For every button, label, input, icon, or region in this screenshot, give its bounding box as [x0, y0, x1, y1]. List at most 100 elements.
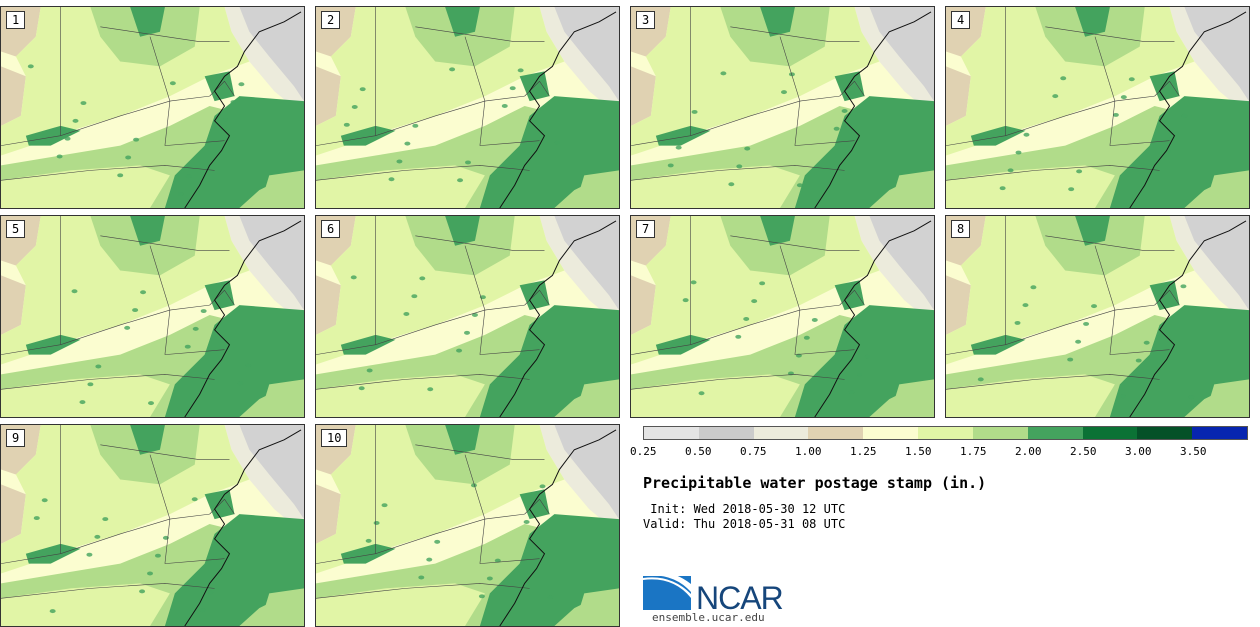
pw-contour-region — [539, 425, 619, 534]
member-number: 5 — [6, 220, 26, 238]
pw-contour-region — [224, 7, 304, 116]
pw-cell — [1083, 321, 1090, 326]
state-border — [479, 140, 540, 146]
member-number: 10 — [321, 429, 348, 447]
member-number: 3 — [636, 11, 656, 29]
pw-cell — [140, 290, 147, 295]
pw-contour-region — [316, 165, 485, 208]
pw-contour-region — [655, 125, 711, 146]
legend-swatch — [698, 427, 754, 439]
coastline — [499, 220, 617, 417]
legend-labels: 0.25 0.50 0.75 1.00 1.25 1.50 1.75 2.00 2.50 3.00… — [630, 445, 1250, 459]
state-border — [1, 513, 210, 564]
pw-cell — [1128, 77, 1135, 82]
pw-cell — [245, 363, 252, 368]
state-border — [316, 583, 530, 599]
pw-cell — [222, 117, 229, 122]
state-border — [149, 245, 171, 355]
pw-cell — [1173, 131, 1180, 136]
pw-cell — [238, 82, 245, 87]
pw-cell — [125, 155, 132, 160]
state-border — [100, 235, 230, 251]
state-border — [779, 245, 801, 355]
pw-cell — [698, 391, 705, 396]
state-border — [1, 95, 210, 146]
pw-cell — [833, 126, 840, 131]
legend-label: 1.00 — [795, 445, 822, 458]
legend-swatch — [863, 427, 919, 439]
state-border — [1109, 349, 1170, 355]
pw-contour-region — [631, 165, 800, 208]
state-border — [316, 165, 530, 181]
map-panel: 5 — [0, 215, 305, 418]
pw-contour-region — [1204, 379, 1249, 417]
pw-cell — [470, 483, 477, 488]
map-panel: 3 — [630, 6, 935, 209]
pw-contour-region — [854, 216, 934, 325]
pw-cell — [682, 298, 689, 303]
pw-cell — [803, 335, 810, 340]
pw-contour-region — [631, 275, 656, 335]
pw-contour-region — [259, 588, 304, 626]
legend-label: 1.25 — [850, 445, 877, 458]
map-panel: 4 — [945, 6, 1250, 209]
state-border — [631, 304, 840, 355]
pw-cell — [27, 64, 34, 69]
pw-contour-region — [946, 275, 971, 335]
pw-cell — [999, 186, 1006, 191]
pw-cell — [191, 497, 198, 502]
pw-cell — [781, 90, 787, 95]
state-border — [794, 349, 855, 355]
state-border — [1, 304, 210, 355]
pw-cell — [237, 381, 244, 386]
pw-contour-region — [405, 7, 515, 67]
pw-contour-region — [340, 543, 396, 564]
legend-swatch — [808, 427, 864, 439]
pw-cell — [1181, 113, 1188, 118]
pw-cell — [759, 281, 766, 286]
pw-cell — [848, 390, 855, 395]
pw-cell — [744, 146, 751, 151]
pw-cell — [523, 520, 530, 525]
pw-contour-region — [869, 7, 934, 102]
pw-contour-region — [889, 170, 934, 208]
precipitable-water-map — [946, 7, 1249, 208]
pw-contour-region — [445, 7, 480, 37]
legend-label: 0.50 — [685, 445, 712, 458]
pw-cell — [457, 178, 464, 183]
pw-cell — [1030, 285, 1037, 290]
pw-cell — [169, 81, 176, 86]
state-border — [1045, 26, 1175, 42]
precipitable-water-map — [316, 216, 619, 417]
pw-cell — [1091, 304, 1098, 309]
legend-label: 2.00 — [1015, 445, 1042, 458]
legend-label: 1.50 — [905, 445, 932, 458]
pw-contour-region — [25, 543, 81, 564]
pw-cell — [426, 557, 433, 562]
pw-contour-region — [655, 334, 711, 355]
pw-cell — [547, 595, 554, 600]
precipitable-water-map — [1, 425, 304, 626]
member-number: 4 — [951, 11, 971, 29]
state-border — [946, 304, 1155, 355]
pw-cell — [132, 308, 139, 313]
pw-cell — [667, 163, 674, 168]
member-number: 1 — [6, 11, 26, 29]
pw-contour-region — [946, 66, 971, 126]
state-border — [100, 26, 230, 42]
pw-contour-region — [224, 425, 304, 534]
pw-cell — [465, 160, 471, 165]
state-border — [631, 95, 840, 146]
pw-cell — [728, 182, 735, 187]
coastline — [184, 11, 302, 208]
state-border — [464, 454, 486, 564]
pw-contour-region — [1, 484, 26, 544]
pw-contour-region — [720, 216, 830, 276]
pw-contour-region — [239, 216, 304, 311]
pw-contour-region — [760, 216, 795, 246]
pw-cell — [743, 316, 750, 321]
pw-cell — [675, 145, 682, 150]
state-border — [730, 26, 860, 42]
pw-cell — [95, 364, 102, 369]
init-time: Init: Wed 2018-05-30 12 UTC — [643, 502, 846, 516]
